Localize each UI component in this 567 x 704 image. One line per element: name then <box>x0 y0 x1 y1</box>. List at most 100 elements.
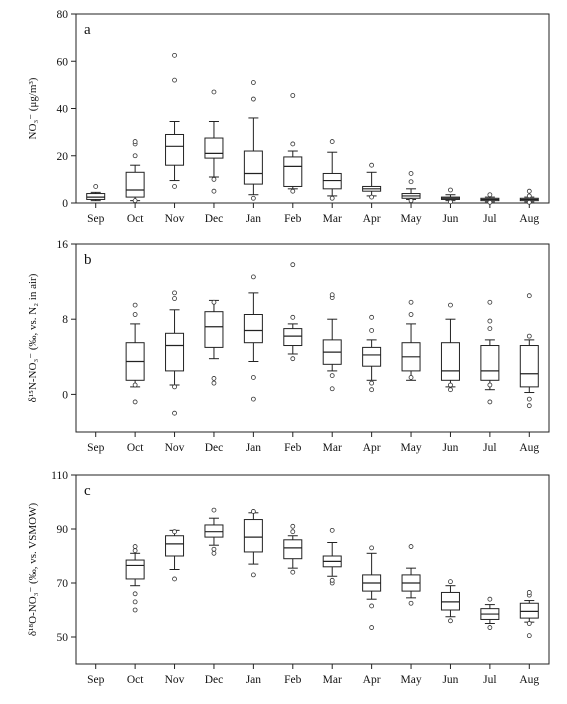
outlier-point <box>132 198 138 204</box>
outlier-point <box>211 89 217 95</box>
outlier-point <box>487 625 493 630</box>
box-feb <box>283 262 303 362</box>
panel-a: 0 20 40 60 80 Sep Oct Nov Dec Jan Feb Mar Apr May Jun J… <box>27 9 550 225</box>
iqr-box <box>204 524 224 538</box>
outlier-point <box>211 376 217 381</box>
x-tick-label: May <box>400 213 421 225</box>
x-tick-label: Nov <box>165 442 185 454</box>
iqr-box <box>165 332 185 372</box>
x-tick-label: Sep <box>87 674 105 686</box>
outlier-point <box>172 290 177 296</box>
outlier-point <box>408 299 414 305</box>
x-tick-label: Sep <box>87 213 105 225</box>
box-aug <box>519 293 539 409</box>
iqr-box <box>283 156 303 187</box>
outlier-point <box>487 326 493 332</box>
outlier-point <box>526 188 532 194</box>
iqr-box <box>125 171 145 198</box>
outlier-point <box>448 579 453 585</box>
outlier-point <box>132 591 138 597</box>
box-jan <box>243 80 263 201</box>
box-mar <box>322 527 342 586</box>
x-tick-label: Feb <box>284 213 302 225</box>
x-tick-label: Jan <box>246 213 262 225</box>
outlier-point <box>369 328 375 333</box>
box-dec <box>204 507 224 556</box>
box-mar <box>322 292 342 392</box>
x-tick-label: Dec <box>205 213 224 225</box>
outlier-point <box>211 507 217 513</box>
outlier-point <box>487 199 493 205</box>
x-tick-label: Dec <box>205 674 224 686</box>
x-tick-label: Nov <box>165 674 185 686</box>
outlier-point <box>132 599 138 605</box>
outlier-point <box>290 523 296 529</box>
outlier-point <box>526 590 532 595</box>
iqr-box <box>283 539 303 560</box>
x-tick-label: Feb <box>284 442 302 454</box>
outlier-point <box>290 262 296 268</box>
outlier-point <box>487 596 493 602</box>
box-apr <box>362 162 382 200</box>
box-oct <box>125 544 145 613</box>
outlier-point <box>290 356 296 362</box>
x-tick-label: Aug <box>519 442 539 454</box>
outlier-point <box>250 96 256 102</box>
x-tick-label: Jan <box>246 442 262 454</box>
box-may <box>401 544 421 606</box>
panel-c: 50 70 90 110 Sep Oct Nov Dec Jan Feb Mar Apr May Jun J… <box>27 470 550 686</box>
outlier-point <box>329 577 335 583</box>
iqr-box <box>480 345 500 381</box>
outlier-point <box>448 618 453 624</box>
box-may <box>401 171 421 204</box>
panel-letter: b <box>84 252 92 268</box>
iqr-box <box>440 342 460 381</box>
box-jul <box>480 596 500 630</box>
outlier-point <box>369 314 375 320</box>
outlier-point <box>329 386 335 392</box>
x-tick-label: Apr <box>363 213 381 225</box>
outlier-point <box>448 382 453 388</box>
outlier-point <box>172 184 177 189</box>
outlier-point <box>132 382 138 388</box>
x-tick-label: Aug <box>519 213 539 225</box>
outlier-point <box>369 162 375 168</box>
outlier-point <box>369 625 375 630</box>
box-oct <box>125 302 145 405</box>
outlier-point <box>290 569 296 575</box>
x-tick-label: Mar <box>323 213 342 225</box>
box-oct <box>125 139 145 204</box>
outlier-point <box>211 546 217 552</box>
outlier-point <box>93 184 99 189</box>
x-tick-label: Mar <box>323 674 342 686</box>
box-nov <box>165 290 185 416</box>
iqr-box <box>165 535 185 557</box>
box-jul <box>480 299 500 405</box>
x-tick-label: Feb <box>284 674 302 686</box>
y-tick-label: 16 <box>57 239 69 251</box>
x-tick-label: Oct <box>127 442 144 454</box>
outlier-point <box>526 396 532 402</box>
box-jan <box>243 274 263 402</box>
outlier-point <box>487 399 493 405</box>
outlier-point <box>526 621 532 626</box>
outlier-point <box>408 179 414 185</box>
x-tick-label: Jul <box>483 213 496 225</box>
outlier-point <box>487 299 493 305</box>
outlier-point <box>369 380 375 386</box>
box-mar <box>322 139 342 201</box>
outlier-point <box>132 312 138 317</box>
outlier-point <box>526 403 532 409</box>
outlier-point <box>250 195 256 201</box>
outlier-point <box>172 529 177 535</box>
outlier-point <box>132 139 138 144</box>
outlier-point <box>132 153 138 159</box>
outlier-point <box>408 544 414 549</box>
plot-frame <box>75 243 550 433</box>
x-tick-label: Mar <box>323 442 342 454</box>
iqr-box <box>440 591 460 611</box>
box-jul <box>480 192 500 205</box>
outlier-point <box>526 193 532 199</box>
outlier-point <box>132 399 138 405</box>
